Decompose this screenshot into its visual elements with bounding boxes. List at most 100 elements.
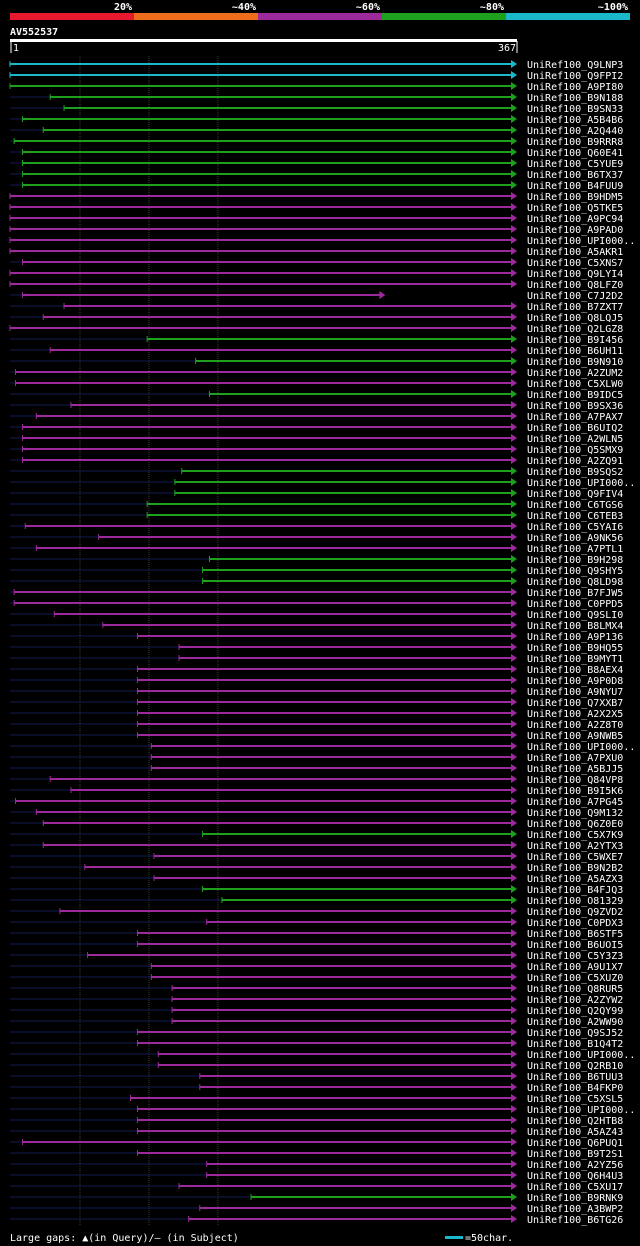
hit-row[interactable]: UniRef100_A9U1X7: [10, 962, 623, 973]
hit-row[interactable]: UniRef100_A9NYU7: [10, 687, 623, 698]
hit-label[interactable]: UniRef100_A5AZX3: [527, 874, 623, 885]
hit-row[interactable]: UniRef100_C5XU17: [10, 1182, 623, 1193]
hit-label[interactable]: UniRef100_A2YZ56: [527, 1160, 623, 1171]
hit-row[interactable]: UniRef100_Q9SJ52: [10, 1028, 623, 1039]
hit-row[interactable]: UniRef100_Q9FIV4: [10, 489, 623, 500]
hit-label[interactable]: UniRef100_B9SX36: [527, 401, 623, 412]
hit-label[interactable]: UniRef100_B6UIQ2: [527, 423, 623, 434]
hit-bar[interactable]: [54, 613, 512, 615]
hit-row[interactable]: UniRef100_A9P136: [10, 632, 623, 643]
hit-bar[interactable]: [36, 547, 512, 549]
hit-row[interactable]: UniRef100_Q9ZVD2: [10, 907, 623, 918]
hit-row[interactable]: UniRef100_Q9SLI0: [10, 610, 623, 621]
hit-label[interactable]: UniRef100_C5WXE7: [527, 852, 623, 863]
hit-label[interactable]: UniRef100_C5YAI6: [527, 522, 623, 533]
hit-row[interactable]: UniRef100_B9SQS2: [10, 467, 623, 478]
hit-bar[interactable]: [172, 1020, 512, 1022]
hit-bar[interactable]: [43, 822, 512, 824]
hit-bar[interactable]: [151, 976, 512, 978]
hit-row[interactable]: UniRef100_A5BJJ5: [10, 764, 623, 775]
hit-label[interactable]: UniRef100_Q9LYI4: [527, 269, 623, 280]
hit-bar[interactable]: [22, 173, 512, 175]
hit-bar[interactable]: [22, 426, 512, 428]
hit-row[interactable]: UniRef100_Q2QY99: [10, 1006, 623, 1017]
hit-row[interactable]: UniRef100_C7J2D2: [10, 291, 623, 302]
hit-row[interactable]: UniRef100_Q7XXB7: [10, 698, 623, 709]
hit-bar[interactable]: [137, 1152, 512, 1154]
hit-row[interactable]: UniRef100_B9IDC5: [10, 390, 623, 401]
hit-label[interactable]: UniRef100_C7J2D2: [527, 291, 623, 302]
hit-bar[interactable]: [137, 712, 512, 714]
hit-row[interactable]: UniRef100_A7PXU0: [10, 753, 623, 764]
hit-label[interactable]: UniRef100_Q8LD98: [527, 577, 623, 588]
hit-row[interactable]: UniRef100_UPI000..: [10, 1050, 635, 1061]
hit-label[interactable]: UniRef100_C5X7K9: [527, 830, 623, 841]
hit-label[interactable]: UniRef100_A3BWP2: [527, 1204, 623, 1215]
hit-row[interactable]: UniRef100_A2ZUM2: [10, 368, 623, 379]
hit-label[interactable]: UniRef100_Q2QY99: [527, 1006, 623, 1017]
hit-label[interactable]: UniRef100_Q5SMX9: [527, 445, 623, 456]
hit-bar[interactable]: [209, 393, 512, 395]
hit-row[interactable]: UniRef100_A9PI80: [9, 82, 623, 93]
hit-bar[interactable]: [179, 646, 512, 648]
hit-bar[interactable]: [25, 525, 513, 527]
hit-bar[interactable]: [14, 602, 513, 604]
hit-bar[interactable]: [50, 349, 513, 351]
hit-bar[interactable]: [59, 910, 513, 912]
hit-row[interactable]: UniRef100_Q6H4U3: [10, 1171, 623, 1182]
hit-bar[interactable]: [14, 140, 513, 142]
hit-bar[interactable]: [206, 1163, 512, 1165]
hit-row[interactable]: UniRef100_A9NWB5: [10, 731, 623, 742]
hit-row[interactable]: UniRef100_B9N910: [10, 357, 623, 368]
hit-label[interactable]: UniRef100_A5AZ43: [527, 1127, 623, 1138]
hit-bar[interactable]: [221, 899, 512, 901]
hit-label[interactable]: UniRef100_A2ZQ91: [527, 456, 623, 467]
hit-row[interactable]: UniRef100_Q9LYI4: [9, 269, 623, 280]
hit-label[interactable]: UniRef100_B7ZXT7: [527, 302, 623, 313]
hit-bar[interactable]: [202, 580, 512, 582]
hit-label[interactable]: UniRef100_C5XSL5: [527, 1094, 623, 1105]
hit-row[interactable]: UniRef100_C5YUE9: [10, 159, 623, 170]
hit-label[interactable]: UniRef100_Q6Z0E0: [527, 819, 623, 830]
hit-bar[interactable]: [137, 1031, 512, 1033]
hit-row[interactable]: UniRef100_Q60E41: [10, 148, 623, 159]
hit-label[interactable]: UniRef100_Q9M132: [527, 808, 623, 819]
hit-label[interactable]: UniRef100_C6TEB3: [527, 511, 623, 522]
hit-label[interactable]: UniRef100_A9PC94: [527, 214, 623, 225]
hit-label[interactable]: UniRef100_Q60E41: [527, 148, 623, 159]
hit-row[interactable]: UniRef100_B6UH11: [10, 346, 623, 357]
hit-label[interactable]: UniRef100_Q5TKE5: [527, 203, 623, 214]
hit-bar[interactable]: [10, 195, 512, 197]
hit-bar[interactable]: [15, 371, 512, 373]
hit-bar[interactable]: [22, 151, 512, 153]
hit-bar[interactable]: [137, 932, 512, 934]
hit-row[interactable]: UniRef100_B9MYT1: [10, 654, 623, 665]
hit-row[interactable]: UniRef100_A7PTL1: [10, 544, 623, 555]
hit-bar[interactable]: [10, 206, 512, 208]
hit-row[interactable]: UniRef100_C6TGS6: [10, 500, 623, 511]
hit-bar[interactable]: [87, 954, 513, 956]
hit-row[interactable]: UniRef100_A3BWP2: [10, 1204, 623, 1215]
hit-bar[interactable]: [10, 239, 512, 241]
hit-bar[interactable]: [174, 492, 512, 494]
hit-row[interactable]: UniRef100_B8AEX4: [10, 665, 623, 676]
hit-row[interactable]: UniRef100_A7PG45: [10, 797, 623, 808]
hit-label[interactable]: UniRef100_B9RNK9: [527, 1193, 623, 1204]
hit-bar[interactable]: [154, 855, 513, 857]
hit-row[interactable]: UniRef100_A2Q440: [10, 126, 623, 137]
hit-label[interactable]: UniRef100_B9N910: [527, 357, 623, 368]
hit-bar[interactable]: [22, 459, 512, 461]
hit-bar[interactable]: [172, 998, 512, 1000]
hit-bar[interactable]: [10, 228, 512, 230]
hit-label[interactable]: UniRef100_B1Q4T2: [527, 1039, 623, 1050]
hit-label[interactable]: UniRef100_A9P136: [527, 632, 623, 643]
hit-label[interactable]: UniRef100_Q9SHY5: [527, 566, 623, 577]
hit-bar[interactable]: [179, 657, 512, 659]
hit-bar[interactable]: [10, 85, 512, 87]
hit-label[interactable]: UniRef100_B6TUU3: [527, 1072, 623, 1083]
hit-bar[interactable]: [84, 866, 512, 868]
hit-label[interactable]: UniRef100_B8AEX4: [527, 665, 623, 676]
hit-bar[interactable]: [22, 184, 512, 186]
hit-row[interactable]: UniRef100_B6STF5: [10, 929, 623, 940]
hit-bar[interactable]: [22, 261, 512, 263]
